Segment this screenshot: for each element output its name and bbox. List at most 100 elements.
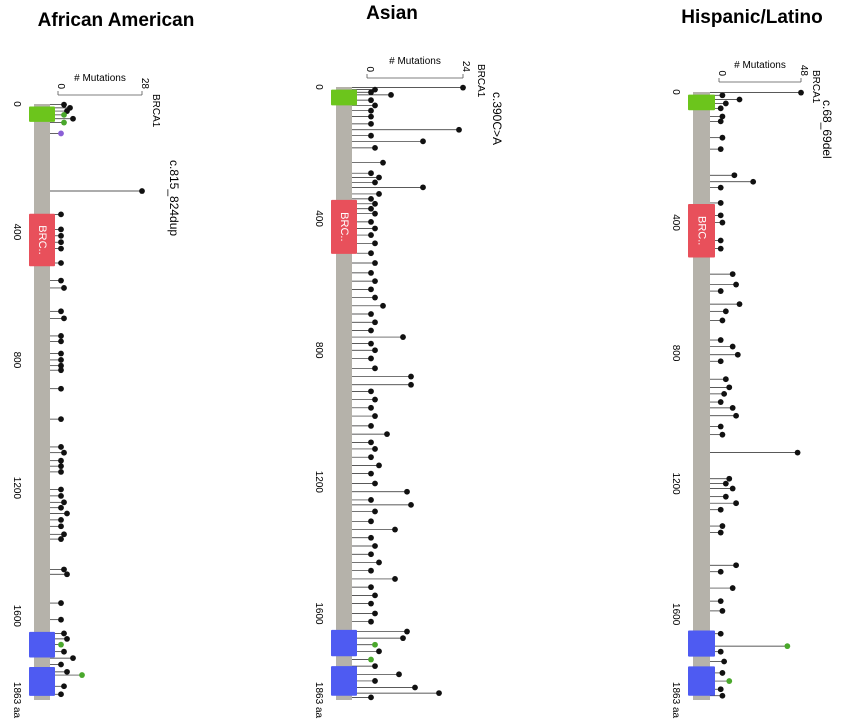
panel-title: Hispanic/Latino — [681, 7, 822, 28]
lollipop-head — [718, 246, 724, 252]
protein-backbone — [34, 104, 50, 700]
position-tick-label: 1863 aa — [11, 682, 22, 719]
lollipop-head — [730, 344, 736, 350]
lollipop-head — [58, 357, 64, 363]
lollipop-head — [368, 423, 374, 429]
lollipop-head — [372, 611, 378, 617]
lollipop-head — [726, 678, 732, 684]
lollipop-head — [737, 301, 743, 307]
lollipop-head — [368, 619, 374, 625]
lollipop-head — [733, 282, 739, 288]
lollipop-head — [388, 92, 394, 98]
lollipop-head — [718, 424, 724, 430]
panel-title: Asian — [366, 3, 418, 24]
lollipop-head — [61, 450, 67, 456]
domain-label: BRC.. — [696, 216, 708, 245]
lollipop-head — [368, 97, 374, 103]
lollipop-head — [735, 352, 741, 358]
lollipop-head — [400, 635, 406, 641]
lollipop-head — [718, 631, 724, 637]
lollipop-head — [58, 523, 64, 529]
lollipop-head — [723, 101, 729, 107]
lollipop-head — [368, 497, 374, 503]
lollipop-head — [368, 170, 374, 176]
lollipop-head — [58, 493, 64, 499]
position-tick-label: 0 — [11, 101, 22, 107]
lollipop-head — [61, 683, 67, 689]
lollipop-head — [721, 391, 727, 397]
lollipop-head — [720, 92, 726, 98]
lollipop-head — [58, 246, 64, 252]
lollipop-head — [718, 105, 724, 111]
lollipop-head — [408, 502, 414, 508]
lollipop-head — [720, 318, 726, 324]
protein-domain — [331, 630, 357, 656]
lollipop-head — [58, 308, 64, 314]
lollipop-head — [61, 112, 67, 118]
lollipop-head — [720, 135, 726, 141]
position-tick-label: 1600 — [670, 603, 681, 626]
position-tick-label: 1200 — [313, 471, 324, 494]
lollipop-head — [61, 315, 67, 321]
lollipop-head — [368, 232, 374, 238]
lollipop-head — [368, 551, 374, 557]
position-tick-label: 0 — [670, 89, 681, 95]
lollipop-head — [798, 90, 804, 96]
count-tick-label: 0 — [55, 83, 66, 89]
lollipop-head — [58, 260, 64, 266]
lollipop-head — [58, 444, 64, 450]
lollipop-head — [372, 226, 378, 232]
lollipop-head — [726, 384, 732, 390]
position-tick-label: 1600 — [11, 605, 22, 628]
lollipop-head — [718, 200, 724, 206]
lollipop-head — [368, 439, 374, 445]
lollipop-head — [368, 270, 374, 276]
lollipop-head — [372, 509, 378, 515]
position-tick-label: 400 — [313, 210, 324, 227]
lollipop-head — [730, 585, 736, 591]
lollipop-head — [368, 584, 374, 590]
lollipop-head — [58, 600, 64, 606]
lollipop-head — [720, 432, 726, 438]
lollipop-head — [376, 648, 382, 654]
lollipop-head — [404, 489, 410, 495]
lollipop-head — [376, 191, 382, 197]
count-tick-label: 28 — [139, 78, 150, 90]
lollipop-head — [368, 405, 374, 411]
lollipop-head — [380, 303, 386, 309]
lollipop-head — [58, 367, 64, 373]
count-tick-label: 24 — [460, 61, 471, 73]
lollipop-head — [372, 260, 378, 266]
lollipop-head — [372, 180, 378, 186]
lollipop-head — [61, 631, 67, 637]
lollipop-head — [733, 500, 739, 506]
position-tick-label: 1863 aa — [313, 682, 324, 719]
lollipop-head — [368, 471, 374, 477]
lollipop-head — [718, 118, 724, 124]
lollipop-head — [372, 201, 378, 207]
mutation-annotation: c.815_824dup — [167, 160, 181, 236]
lollipop-head — [368, 114, 374, 120]
lollipop-head — [392, 527, 398, 533]
lollipop-head — [723, 494, 729, 500]
lollipop-head — [58, 536, 64, 542]
lollipop-head — [61, 531, 67, 537]
protein-domain — [29, 667, 55, 696]
lollipop-head — [372, 365, 378, 371]
lollipop-head — [420, 184, 426, 190]
lollipop-head — [70, 116, 76, 122]
lollipop-head — [372, 678, 378, 684]
lollipop-head — [795, 450, 801, 456]
lollipop-head — [58, 463, 64, 469]
lollipop-head — [70, 655, 76, 661]
protein-domain — [331, 90, 357, 106]
lollipop-head — [58, 487, 64, 493]
panel-1: Asian 0 24 # Mutations BRCA1 0 400 800 1200 1600 1… — [313, 3, 504, 719]
lollipop-head — [720, 220, 726, 226]
lollipop-head — [58, 642, 64, 648]
protein-backbone — [336, 87, 352, 700]
lollipop-head — [730, 271, 736, 277]
position-tick-label: 800 — [670, 345, 681, 362]
protein-domain — [29, 632, 55, 658]
count-tick-label: 0 — [364, 66, 375, 72]
